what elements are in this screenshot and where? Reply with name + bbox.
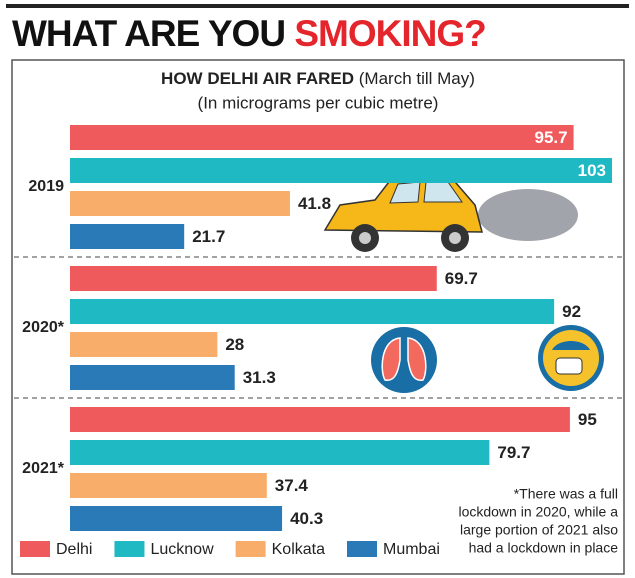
category-label: 2020* [22,319,65,336]
value-label: 37.4 [275,476,309,495]
legend-label: Kolkata [272,541,325,558]
mask-icon [538,325,604,391]
bar [70,506,283,531]
bar [70,473,267,498]
value-label: 69.7 [445,269,478,288]
value-label: 21.7 [192,227,225,246]
category-label: 2019 [28,178,64,195]
category-label: 2021* [22,460,65,477]
subtitle-bold: HOW DELHI AIR FARED [161,69,354,88]
footnote: had a lockdown in place [469,540,619,556]
bar [70,440,490,465]
value-label: 95 [578,410,597,429]
bar [70,125,574,150]
legend-swatch [20,541,50,557]
unit-label: (In micrograms per cubic metre) [198,93,439,112]
bar [70,299,555,324]
value-label: 41.8 [298,194,331,213]
footnote: large portion of 2021 also [460,522,618,538]
legend-swatch [114,541,145,557]
legend-swatch [347,541,377,557]
legend-swatch [235,541,266,557]
footnote: lockdown in 2020, while a [458,504,618,520]
bar [70,158,612,183]
lungs-icon [371,327,437,393]
value-label: 28 [225,335,244,354]
legend-label: Delhi [56,541,92,558]
bar [70,332,218,357]
legend-label: Mumbai [383,541,440,558]
icons [323,175,604,393]
headline-accent: SMOKING? [294,13,485,54]
headline-part: WHAT ARE YOU [12,13,294,54]
subtitle-rest: (March till May) [354,69,475,88]
bar [70,365,235,390]
legend-label: Lucknow [150,541,214,558]
frame [11,59,625,575]
value-label: 31.3 [243,368,276,387]
bar [70,224,185,249]
footnote: *There was a full [514,486,618,502]
top-rule [6,4,629,8]
subtitle: HOW DELHI AIR FARED (March till May) [161,69,475,88]
value-label: 95.7 [534,128,567,147]
value-label: 103 [578,161,606,180]
bar [70,407,570,432]
value-label: 40.3 [290,509,323,528]
bar [70,191,290,216]
value-label: 92 [562,302,581,321]
value-label: 79.7 [497,443,530,462]
headline: WHAT ARE YOU SMOKING? [12,13,486,54]
bar [70,266,437,291]
